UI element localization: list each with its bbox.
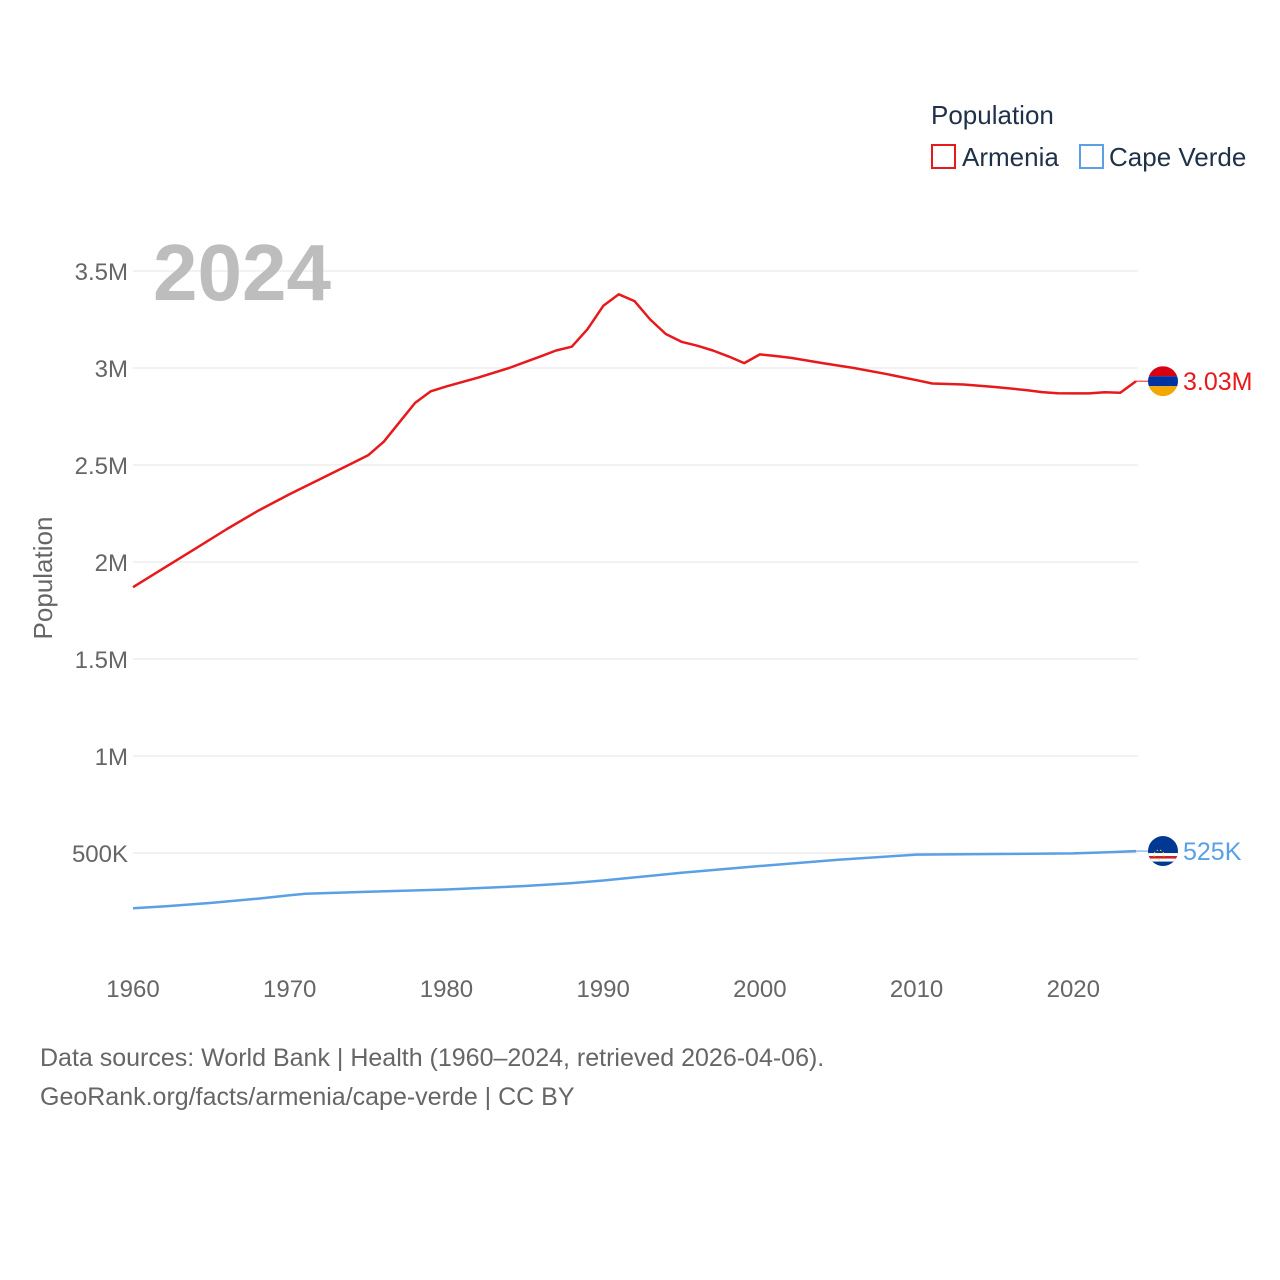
- legend-swatch-cape-verde: [1079, 144, 1104, 169]
- y-tick-label: 2.5M: [75, 453, 128, 480]
- y-tick-label: 1M: [95, 744, 128, 771]
- legend-item-armenia[interactable]: Armenia: [931, 142, 1059, 172]
- tick-layer: 500K 1M 1.5M 2M 2.5M 3M 3.5M 1960 1970 1980 1990 20…: [72, 259, 1100, 1003]
- grid-layer: [133, 270, 1138, 854]
- x-tick-label: 2020: [1047, 976, 1100, 1003]
- x-tick-label: 1960: [106, 976, 159, 1003]
- series-layer: 3.03M 525K: [132, 293, 1252, 910]
- year-watermark: 2024: [153, 228, 331, 317]
- x-tick-label: 2000: [733, 976, 786, 1003]
- x-tick-label: 1990: [576, 976, 629, 1003]
- legend-label-cape-verde: Cape Verde: [1109, 142, 1246, 172]
- x-tick-label: 2010: [890, 976, 943, 1003]
- legend-item-cape-verde[interactable]: Cape Verde: [1079, 142, 1246, 172]
- end-label-armenia: 3.03M: [1183, 368, 1252, 396]
- x-tick-label: 1980: [420, 976, 473, 1003]
- y-axis-label: Population: [28, 517, 58, 640]
- series-line-armenia[interactable]: [132, 293, 1137, 589]
- x-tick-label: 1970: [263, 976, 316, 1003]
- legend-swatch-armenia: [931, 144, 956, 169]
- y-tick-label: 3M: [95, 356, 128, 383]
- source-link[interactable]: GeoRank.org/facts/armenia/cape-verde | C…: [40, 1083, 575, 1111]
- y-tick-label: 3.5M: [75, 259, 128, 286]
- series-line-cape-verde[interactable]: [132, 849, 1137, 910]
- source-note: Data sources: World Bank | Health (1960–…: [40, 1044, 825, 1072]
- cape-verde-flag-icon: [1148, 836, 1178, 867]
- legend: Population Armenia Cape Verde: [931, 100, 1246, 172]
- y-tick-label: 500K: [72, 841, 128, 868]
- legend-title: Population: [931, 100, 1054, 130]
- end-label-cape-verde: 525K: [1183, 838, 1242, 866]
- y-tick-label: 1.5M: [75, 647, 128, 674]
- armenia-flag-icon: [1148, 366, 1178, 397]
- y-tick-label: 2M: [95, 550, 128, 577]
- legend-label-armenia: Armenia: [962, 142, 1059, 172]
